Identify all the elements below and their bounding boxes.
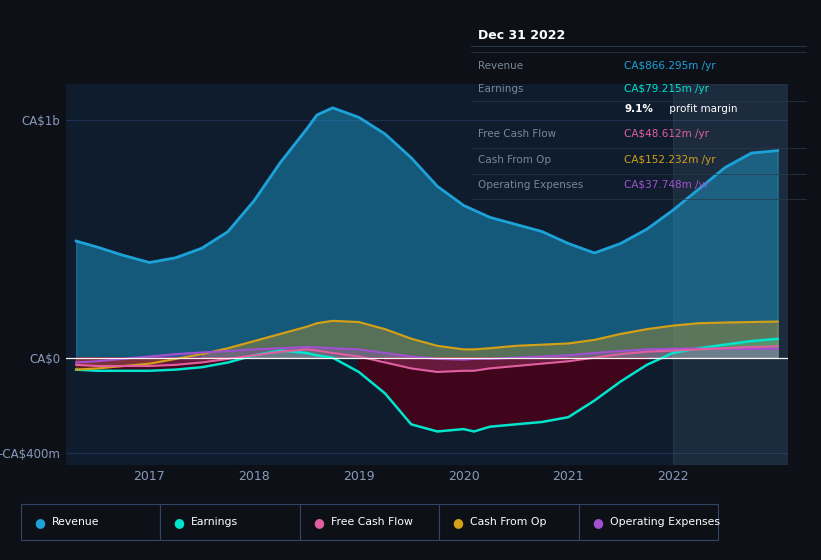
Text: Free Cash Flow: Free Cash Flow <box>331 517 413 527</box>
Bar <box>673 84 788 465</box>
Text: Operating Expenses: Operating Expenses <box>478 180 583 190</box>
Text: ●: ● <box>452 516 464 529</box>
Text: CA$152.232m /yr: CA$152.232m /yr <box>624 155 716 165</box>
Text: Free Cash Flow: Free Cash Flow <box>478 129 556 139</box>
Text: ●: ● <box>173 516 185 529</box>
Text: CA$79.215m /yr: CA$79.215m /yr <box>624 85 709 94</box>
Text: profit margin: profit margin <box>667 104 738 114</box>
Text: ●: ● <box>592 516 603 529</box>
Text: ●: ● <box>313 516 324 529</box>
Text: Revenue: Revenue <box>478 61 523 71</box>
Text: CA$37.748m /yr: CA$37.748m /yr <box>624 180 709 190</box>
Text: ●: ● <box>34 516 45 529</box>
Text: Earnings: Earnings <box>478 85 523 94</box>
Text: Operating Expenses: Operating Expenses <box>610 517 720 527</box>
Text: CA$48.612m /yr: CA$48.612m /yr <box>624 129 709 139</box>
Text: 9.1%: 9.1% <box>624 104 654 114</box>
Text: Dec 31 2022: Dec 31 2022 <box>478 29 565 41</box>
Text: Cash From Op: Cash From Op <box>470 517 547 527</box>
Text: Cash From Op: Cash From Op <box>478 155 551 165</box>
Text: Earnings: Earnings <box>191 517 238 527</box>
Text: CA$866.295m /yr: CA$866.295m /yr <box>624 61 716 71</box>
Text: Revenue: Revenue <box>52 517 99 527</box>
